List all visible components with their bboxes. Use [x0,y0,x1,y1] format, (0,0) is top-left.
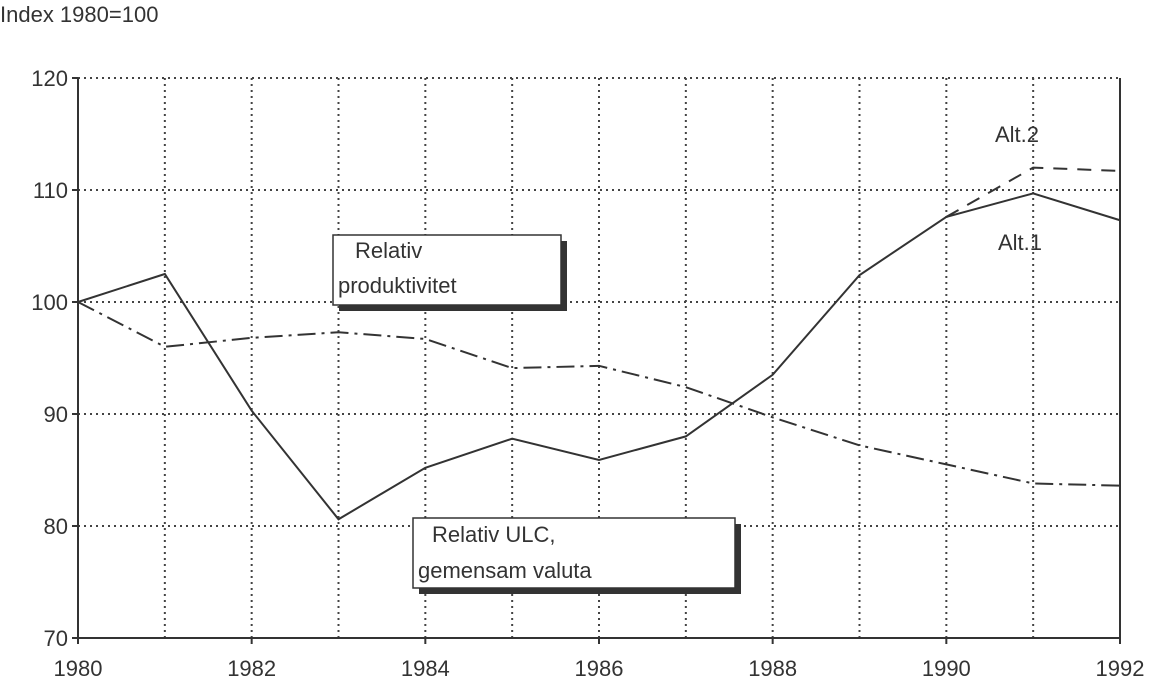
label-produktivitet-2: produktivitet [338,273,457,298]
label-produktivitet-1: Relativ [355,238,422,263]
label-box [412,517,736,589]
y-tick-label: 100 [31,290,68,315]
x-tick-label: 1982 [227,656,276,681]
y-tick-label: 90 [44,402,68,427]
y-axis-title: Index 1980=100 [0,2,158,27]
x-tick-label: 1992 [1096,656,1145,681]
label-ulc-2: gemensam valuta [418,558,592,583]
label-alt1: Alt.1 [998,230,1042,255]
x-tick-label: 1984 [401,656,450,681]
y-tick-label: 70 [44,626,68,651]
series-line-solid [77,192,1121,521]
series-line-dashdot [77,301,1121,487]
y-tick-label: 120 [31,66,68,91]
x-tick-label: 1990 [922,656,971,681]
x-tick-label: 1988 [748,656,797,681]
y-tick-label: 80 [44,514,68,539]
label-ulc-1: Relativ ULC, [432,522,555,547]
series-line-dashed [945,166,1121,218]
series-group [77,166,1121,521]
label-alt2: Alt.2 [995,122,1039,147]
y-tick-label: 110 [33,178,68,203]
x-tick-label: 1980 [54,656,103,681]
label-box [332,234,562,306]
x-tick-label: 1986 [575,656,624,681]
axes: 70 80 90 100 110 120 1980 1982 1984 1986 1988 1990 1… [31,66,1144,681]
annotations: Relativ produktivitet Relativ ULC, gemen… [332,122,1042,594]
